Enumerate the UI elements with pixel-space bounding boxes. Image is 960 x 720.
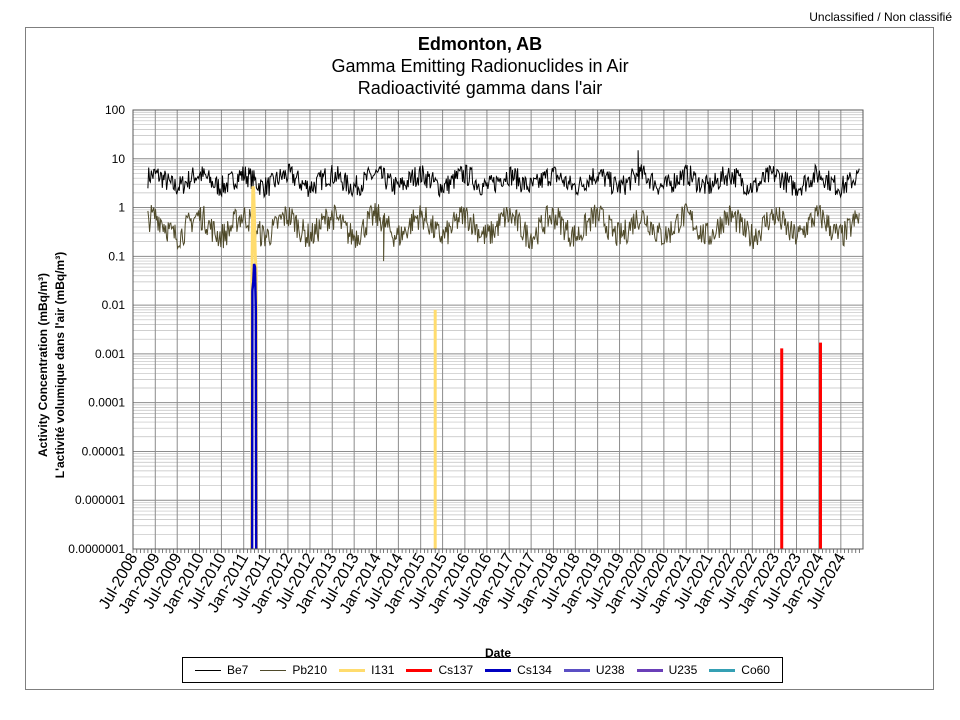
legend: Be7 Pb210 I131 Cs137 Cs134 U238 U235 Co60: [182, 657, 783, 683]
chart-title-block: Edmonton, AB Gamma Emitting Radionuclide…: [0, 33, 960, 99]
chart-subtitle-en: Gamma Emitting Radionuclides in Air: [331, 56, 629, 76]
legend-swatch: [339, 668, 366, 672]
legend-label: Cs134: [517, 663, 552, 677]
series-line-cs134: [250, 263, 258, 550]
y-tick-label: 0.0001: [88, 396, 125, 410]
legend-item-co60: Co60: [709, 663, 770, 677]
legend-label: Be7: [227, 663, 249, 677]
plot-border: [132, 109, 864, 550]
legend-label: Cs137: [438, 663, 474, 677]
classification-label: Unclassified / Non classifié: [809, 10, 952, 24]
legend-swatch: [485, 668, 512, 672]
legend-item-cs134: Cs134: [485, 663, 552, 677]
y-axis-title-en: Activity Concentration (mBq/m³): [36, 273, 50, 457]
chart-subtitle-fr: Radioactivité gamma dans l'air: [357, 78, 603, 98]
legend-label: Co60: [741, 663, 770, 677]
legend-item-u238: U238: [563, 663, 625, 677]
y-tick-label: 0.000001: [75, 493, 125, 507]
legend-swatch: [260, 669, 287, 671]
chart-title: Edmonton, AB: [417, 34, 543, 54]
y-tick-label: 0.01: [102, 298, 126, 312]
series-line-be7: [147, 150, 860, 199]
y-tick-label: 1: [118, 201, 125, 215]
legend-swatch: [195, 669, 221, 671]
legend-label: U235: [668, 663, 698, 677]
y-tick-label: 0.0000001: [68, 542, 125, 556]
legend-swatch: [636, 668, 663, 672]
chart-frame: [25, 27, 934, 690]
legend-swatch: [709, 668, 736, 672]
legend-swatch: [406, 668, 433, 672]
legend-label: I131: [371, 663, 395, 677]
legend-item-be7: Be7: [195, 663, 248, 677]
legend-item-pb210: Pb210: [260, 663, 327, 677]
legend-item-u235: U235: [636, 663, 698, 677]
legend-swatch: [563, 668, 590, 672]
y-tick-label: 0.001: [95, 347, 125, 361]
legend-item-i131: I131: [339, 663, 394, 677]
y-tick-label: 0.00001: [82, 444, 126, 458]
y-axis-title-fr: L'activité volumique dans l'air (mBq/m³): [53, 252, 67, 478]
legend-item-cs137: Cs137: [406, 663, 473, 677]
y-tick-label: 0.1: [108, 249, 125, 263]
y-tick-label: 100: [105, 103, 125, 117]
y-tick-label: 10: [112, 152, 126, 166]
legend-label: U238: [595, 663, 625, 677]
x-axis-title: Date: [485, 646, 511, 660]
series-line-pb210: [147, 203, 860, 262]
series-layer: [147, 150, 860, 550]
legend-label: Pb210: [292, 663, 328, 677]
